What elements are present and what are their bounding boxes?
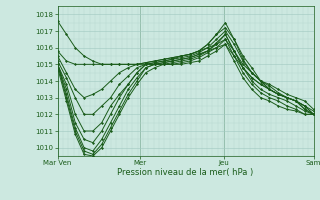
X-axis label: Pression niveau de la mer( hPa ): Pression niveau de la mer( hPa ): [117, 168, 254, 177]
